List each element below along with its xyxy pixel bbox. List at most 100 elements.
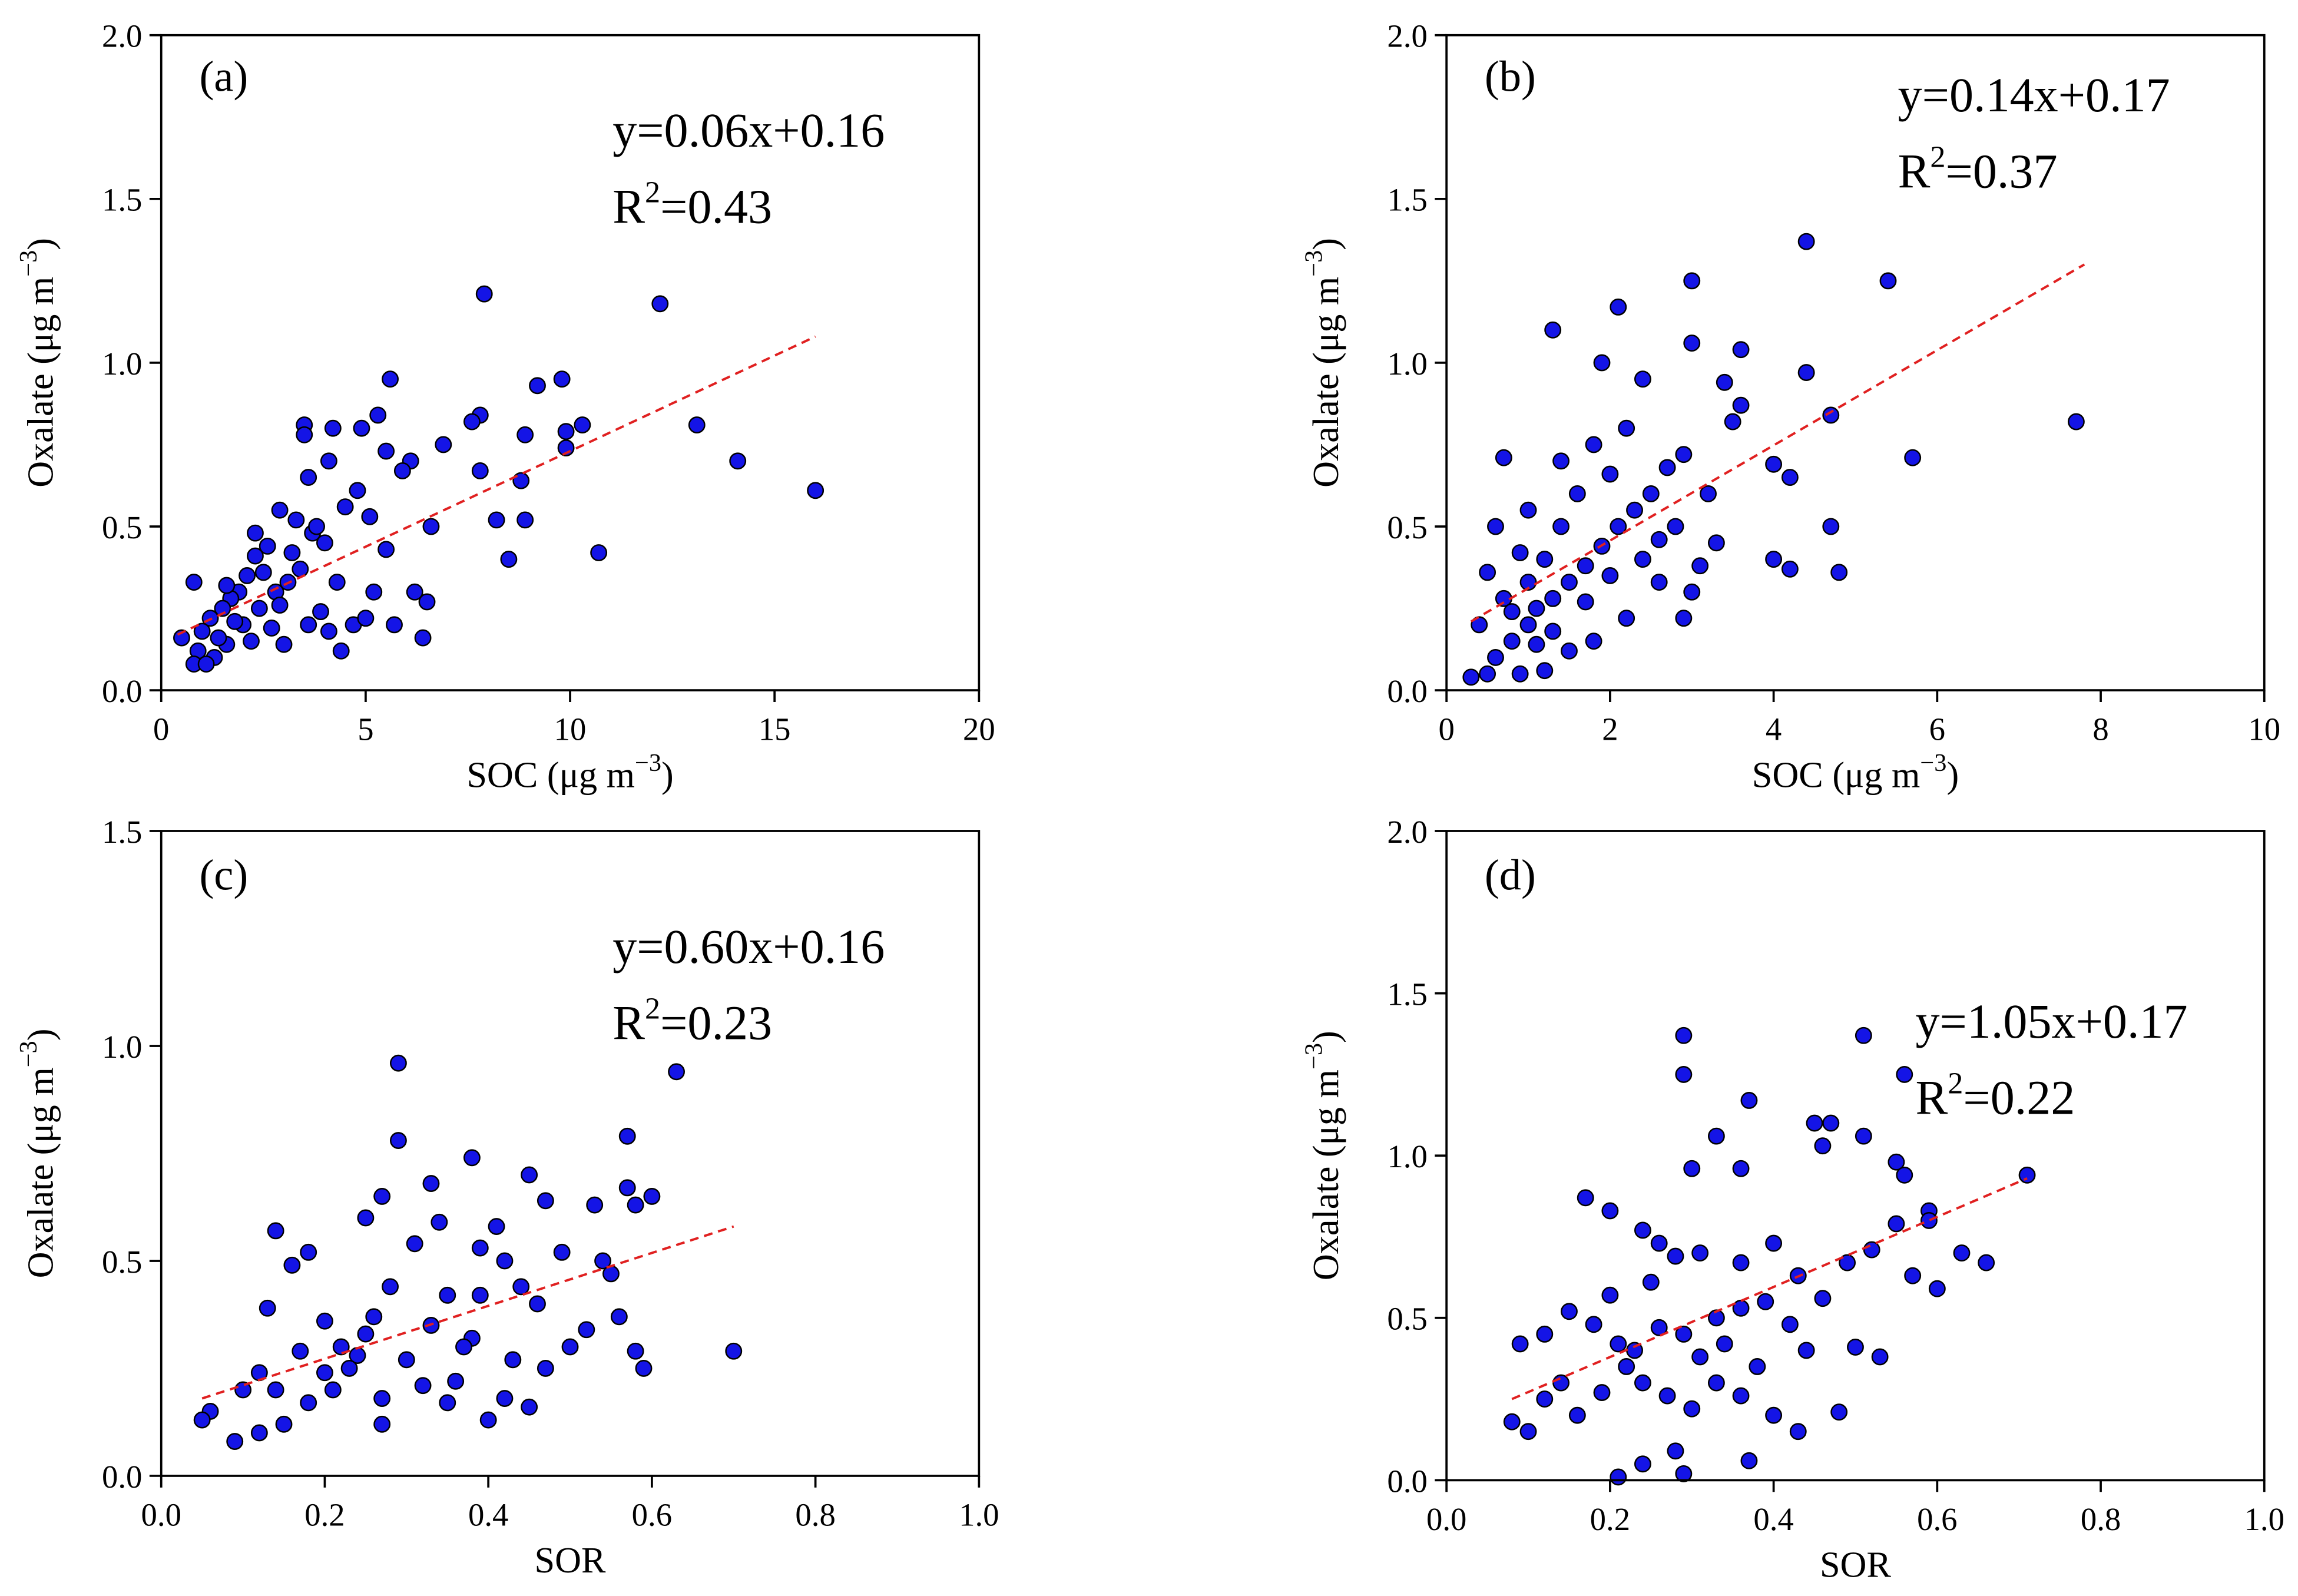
point [1667,1442,1684,1460]
point [300,469,317,486]
point [529,377,546,395]
point [1601,1202,1619,1220]
point [1757,1293,1774,1310]
x-axis-label: SOR [535,1541,607,1581]
point [308,518,326,535]
panel-label: (c) [199,851,248,900]
point [1740,1092,1758,1109]
point [1814,1290,1832,1307]
panel: 0.0 0.2 0.4 0.6 0.8 1.0 0.0 0.5 1.0 1.5 (c) y=0.60x… [15,814,999,1581]
point [1552,1374,1570,1392]
point [807,482,825,499]
r2-base: R [1915,1071,1948,1124]
x-axis-label: SOC (μg m−3) [466,749,673,795]
x-tick-label: 0.0 [141,1497,181,1533]
point [1847,1338,1864,1356]
y-axis-label: Oxalate (μg m−3) [15,238,61,488]
point [1675,1027,1693,1044]
point [1716,373,1733,391]
y-tick-label: 1.5 [102,182,142,218]
point [447,1372,465,1390]
y-label-end: ) [21,1029,61,1041]
point [1577,593,1594,611]
point [1781,1316,1799,1333]
y-label-end: ) [21,238,61,250]
point [1511,665,1529,683]
y-label-sup: −3 [1300,250,1328,277]
point [1650,1234,1668,1252]
point [267,1222,284,1240]
point [1634,1455,1651,1473]
point [1822,518,1840,535]
point [226,1433,244,1450]
x-tick-label: 0.6 [632,1497,672,1533]
point [1618,610,1635,627]
y-tick-label: 0.0 [102,673,142,709]
fit-line [201,1225,734,1400]
point [378,541,395,558]
point [1707,534,1725,552]
point [1797,1342,1815,1359]
point [1536,1325,1554,1343]
point [422,1175,440,1192]
point [488,511,505,529]
y-tick-label: 0.5 [102,509,142,545]
point [1740,1452,1758,1469]
y-label-text: Oxalate (μg m [1306,277,1346,488]
point [263,619,280,637]
r2-base: R [1898,145,1931,198]
point [226,612,244,630]
point [504,1351,522,1369]
point [250,1424,268,1442]
point [316,534,333,552]
point [1610,518,1627,535]
point [389,1054,407,1072]
point [1519,574,1537,591]
point [1732,1160,1750,1177]
point [651,295,669,313]
point [1724,413,1741,431]
point [1765,1234,1783,1252]
point [1462,668,1480,686]
point [422,518,440,535]
point [193,1411,211,1429]
point [300,1394,317,1412]
y-tick-label: 2.0 [1387,18,1427,54]
point [1634,1221,1651,1239]
point [418,593,436,611]
point [1528,600,1545,617]
x-tick-label: 10 [554,711,587,747]
x-label-sup: −3 [1920,749,1946,777]
point [316,1312,333,1330]
point [574,416,591,434]
point [316,1364,333,1382]
r2-sup: 2 [1948,1066,1963,1100]
x-tick-label: 20 [963,711,995,747]
point [471,1239,489,1257]
point [1577,1189,1594,1207]
point [332,1338,350,1356]
plot-frame [1445,34,2266,691]
y-label-text: Oxalate (μg m [21,1067,61,1278]
panel: 0.0 0.2 0.4 0.6 0.8 1.0 0.0 0.5 1.0 1.5 2.0 (d) y=1.… [1300,814,2284,1585]
point [382,1278,399,1296]
r-squared: R2=0.43 [612,175,772,233]
point [1511,1335,1529,1353]
r2-value: =0.37 [1946,145,2058,198]
point [1675,446,1693,463]
point [1871,1348,1889,1366]
y-label-text: Oxalate (μg m [21,277,61,488]
point [1593,1384,1611,1402]
y-tick-label: 1.0 [1387,1138,1427,1174]
r2-base: R [612,180,645,233]
y-label-sup: −3 [15,250,42,277]
point [1675,1325,1693,1343]
point [292,1342,309,1360]
point [610,1308,628,1326]
point [1585,633,1602,650]
point [471,462,489,479]
point [627,1196,644,1214]
panel-label: (d) [1485,851,1536,900]
point [1610,1468,1627,1486]
x-label-text: SOR [1820,1545,1892,1585]
